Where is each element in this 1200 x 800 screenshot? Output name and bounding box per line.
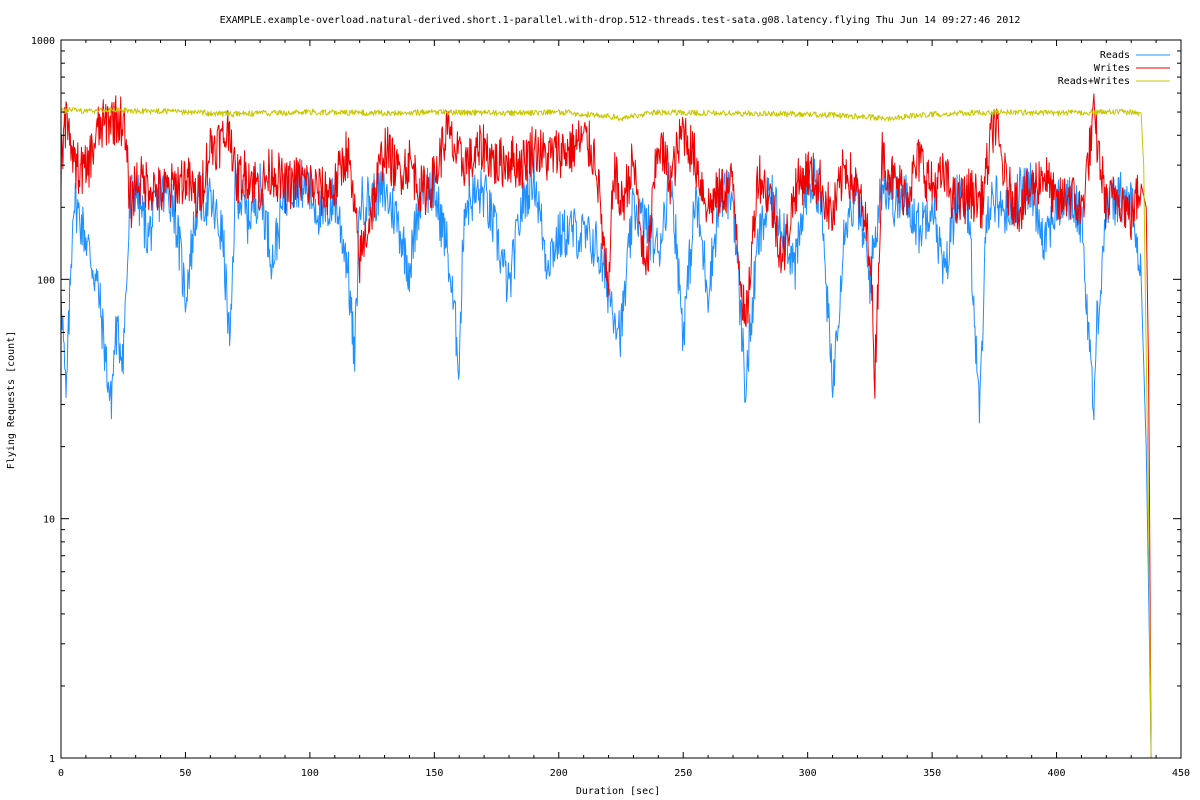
y-tick-label: 100 <box>37 275 55 286</box>
chart-title: EXAMPLE.example-overload.natural-derived… <box>220 15 1021 26</box>
y-tick-label: 1000 <box>31 36 55 47</box>
x-tick-label: 200 <box>550 768 568 779</box>
series-line-writes <box>60 93 1152 759</box>
x-tick-label: 50 <box>179 768 191 779</box>
legend: Reads Writes Reads+Writes <box>1058 50 1170 87</box>
x-tick-label: 250 <box>674 768 692 779</box>
series-layer <box>60 93 1152 759</box>
x-tick-label: 0 <box>58 768 64 779</box>
x-axis-label: Duration [sec] <box>576 786 660 797</box>
legend-label: Writes <box>1094 63 1130 74</box>
y-tick-label: 1 <box>49 754 55 765</box>
x-tick-label: 100 <box>301 768 319 779</box>
x-tick-label: 400 <box>1048 768 1066 779</box>
x-tick-label: 350 <box>923 768 941 779</box>
x-tick-label: 300 <box>799 768 817 779</box>
legend-label: Reads <box>1100 50 1130 61</box>
series-line-reads <box>60 148 1152 759</box>
plot-frame <box>60 39 1182 759</box>
x-tick-label: 150 <box>425 768 443 779</box>
y-axis-label: Flying Requests [count] <box>6 331 17 469</box>
series-line-reads-writes <box>60 106 1152 759</box>
x-axis-ticks: 0 50 100 150 200 250 300 350 400 450 <box>58 40 1190 779</box>
y-tick-label: 10 <box>43 515 55 526</box>
x-tick-label: 450 <box>1172 768 1190 779</box>
legend-label: Reads+Writes <box>1058 76 1130 87</box>
y-axis-ticks: 1 10 100 1000 <box>31 36 1181 765</box>
